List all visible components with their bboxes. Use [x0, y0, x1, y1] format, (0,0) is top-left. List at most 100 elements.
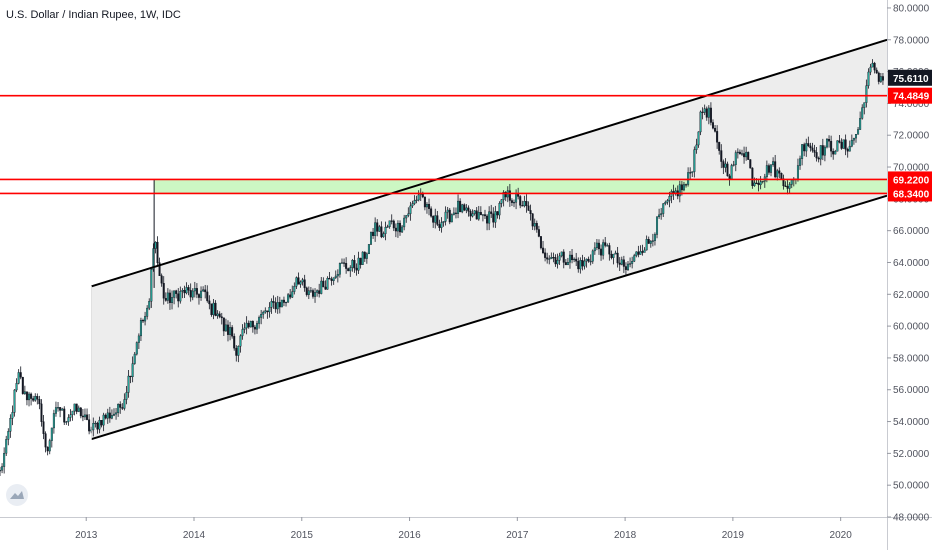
candle-body: [436, 215, 439, 225]
support-zone: [154, 179, 887, 194]
candle-body: [454, 212, 457, 214]
candle-body: [79, 407, 82, 417]
candle-body: [388, 220, 391, 227]
candle-body: [589, 260, 592, 263]
y-tick-label: 48.0000: [893, 513, 930, 524]
candle-body: [104, 414, 107, 419]
candle-body: [260, 314, 263, 318]
candle-body: [253, 326, 256, 330]
candle-body: [13, 389, 16, 413]
candle-body: [19, 372, 22, 378]
candle-body: [873, 62, 876, 71]
candle-body: [361, 251, 364, 265]
candle-body: [382, 233, 385, 238]
candle-body: [162, 282, 165, 299]
candle-body: [374, 222, 377, 236]
candle-body: [620, 259, 623, 265]
candle-body: [326, 278, 329, 290]
candle-body: [343, 262, 346, 264]
candle-body: [384, 227, 387, 234]
candle-body: [564, 262, 567, 266]
candle-body: [513, 202, 516, 204]
candle-body: [365, 253, 368, 259]
candle-body: [656, 216, 659, 235]
candle-body: [662, 203, 665, 214]
candle-body: [266, 310, 269, 313]
candle-body: [828, 138, 831, 142]
x-tick-label: 2016: [398, 530, 421, 541]
candle-body: [745, 151, 748, 158]
candle-body: [834, 151, 837, 155]
candle-body: [631, 261, 634, 264]
candle-body: [264, 310, 267, 313]
candle-body: [730, 165, 733, 180]
candle-body: [403, 217, 406, 228]
candle-body: [63, 408, 66, 423]
candle-body: [301, 279, 304, 283]
candle-body: [15, 383, 18, 391]
candle-body: [637, 251, 640, 255]
candle-body: [583, 260, 586, 267]
candle-body: [629, 263, 632, 265]
candle-body: [440, 222, 443, 228]
candle-body: [645, 239, 648, 251]
candle-body: [521, 205, 524, 207]
candle-body: [386, 226, 389, 228]
candle-body: [848, 145, 851, 152]
candle-body: [5, 439, 8, 454]
candle-body: [527, 205, 530, 211]
candle-body: [121, 407, 124, 409]
candle-body: [38, 399, 41, 405]
candle-body: [577, 261, 580, 270]
tradingview-logo-icon[interactable]: [6, 484, 28, 506]
candle-body: [195, 288, 198, 295]
candle-body: [552, 257, 555, 259]
candle-body: [618, 262, 621, 265]
candles-group: [0, 59, 884, 477]
candle-body: [156, 241, 159, 263]
candle-body: [877, 72, 880, 82]
candle-body: [774, 161, 777, 178]
candle-body: [457, 200, 460, 214]
candle-body: [287, 294, 290, 303]
candle-body: [852, 137, 855, 141]
candle-body: [185, 287, 188, 294]
candle-body: [668, 196, 671, 201]
candle-body: [146, 307, 149, 317]
candle-body: [239, 335, 242, 347]
candle-body: [276, 302, 279, 310]
candle-body: [332, 277, 335, 281]
candle-body: [624, 266, 627, 270]
candle-body: [515, 193, 518, 203]
candle-body: [282, 299, 285, 303]
candle-body: [562, 251, 565, 263]
candle-body: [823, 146, 826, 156]
candle-body: [123, 399, 126, 409]
candle-body: [471, 213, 474, 217]
candle-body: [197, 294, 200, 298]
candle-body: [100, 420, 103, 426]
candle-body: [34, 396, 37, 401]
candle-body: [71, 410, 74, 415]
candle-body: [701, 111, 704, 113]
candle-body: [790, 179, 793, 185]
level-price-label-bg: [888, 171, 932, 188]
candle-body: [75, 403, 78, 412]
candle-body: [285, 301, 288, 304]
candle-body: [204, 289, 207, 293]
candle-body: [133, 353, 136, 364]
candle-body: [492, 213, 495, 223]
candle-body: [840, 142, 843, 149]
candle-body: [486, 215, 489, 224]
x-tick-label: 2019: [722, 530, 745, 541]
candle-body: [171, 297, 174, 303]
candle-body: [392, 220, 395, 229]
candle-body: [452, 212, 455, 215]
candle-body: [523, 201, 526, 207]
candle-body: [36, 396, 39, 400]
candle-body: [846, 149, 849, 152]
candle-body: [351, 260, 354, 268]
candle-body: [770, 164, 773, 173]
y-tick-label: 72.0000: [893, 131, 930, 142]
